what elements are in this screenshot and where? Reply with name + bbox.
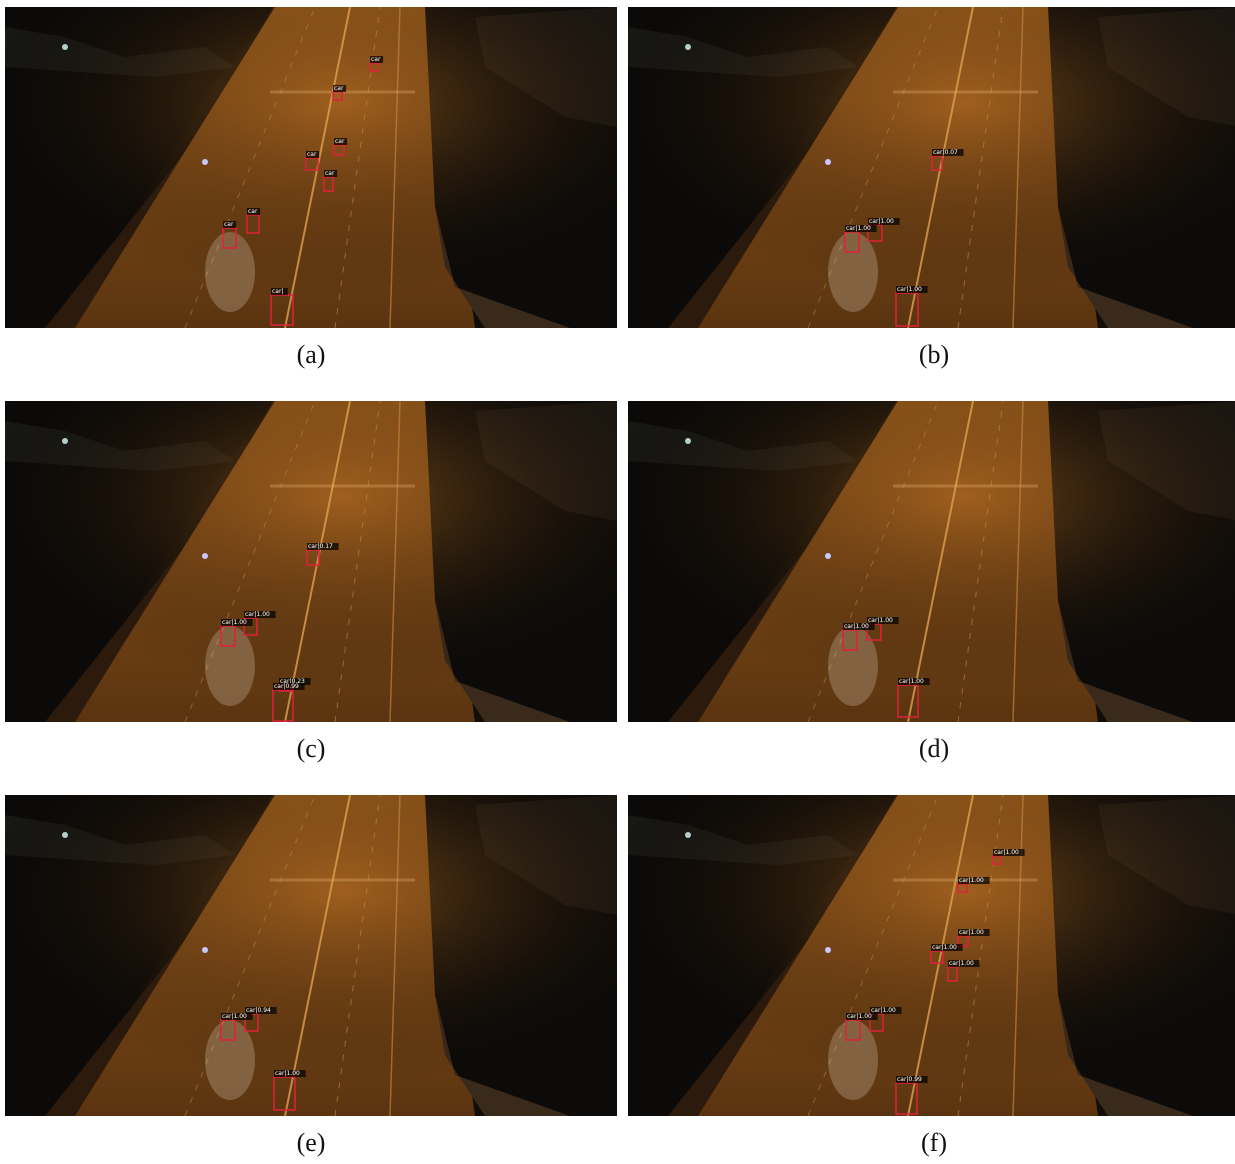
detection-label: car|0.99 (274, 683, 299, 690)
caption: (b) (628, 340, 1235, 370)
detection-label: car|1.00 (994, 849, 1019, 856)
detection-label: car (334, 85, 344, 92)
detection-label: car|1.00 (871, 1007, 896, 1014)
scene (5, 401, 617, 722)
detection-label: car|0.07 (933, 149, 958, 156)
detection-label: car|1.00 (959, 877, 984, 884)
detection-label: car|1.00 (899, 678, 924, 685)
detection-label: car (307, 151, 317, 158)
detection-label: car|1.00 (932, 944, 957, 951)
detection-label: car|1.00 (222, 1013, 247, 1020)
detection-label: car|0.17 (308, 543, 333, 550)
detection-label: car|1.00 (222, 619, 247, 626)
panel-image: car car car car car car car car| (5, 7, 617, 328)
caption: (f) (628, 1128, 1235, 1158)
detection-label: car|1.00 (275, 1070, 300, 1077)
detection-label: car| (272, 288, 283, 295)
detection-label: car (335, 138, 345, 145)
scene (5, 795, 617, 1116)
detection-label: car|1.00 (949, 960, 974, 967)
detection-label: car (325, 170, 335, 177)
caption: (e) (5, 1128, 617, 1158)
detection-label: car|1.00 (959, 929, 984, 936)
caption: (d) (628, 734, 1235, 764)
scene (628, 401, 1235, 722)
detection-label: car|1.00 (844, 623, 869, 630)
detection-label: car|1.00 (869, 218, 894, 225)
detection-label: car|1.00 (868, 617, 893, 624)
detection-label: car|1.00 (847, 1013, 872, 1020)
detection-label: car|1.00 (245, 611, 270, 618)
caption: (a) (5, 340, 617, 370)
detection-label: car|0.99 (897, 1076, 922, 1083)
detection-label: car|1.00 (897, 286, 922, 293)
scene (5, 7, 617, 328)
panel-image: car|1.00car|1.00car|1.00car|1.00car|1.00… (628, 795, 1235, 1116)
caption: (c) (5, 734, 617, 764)
figure: car car car car car car car car| (a) car|0.07 car|… (0, 0, 1235, 1164)
detection-label: car|0.94 (246, 1007, 271, 1014)
detection-label: car (224, 221, 234, 228)
detection-label: car (371, 56, 381, 63)
detection-label: car|1.00 (846, 225, 871, 232)
detection-label: car (248, 208, 258, 215)
